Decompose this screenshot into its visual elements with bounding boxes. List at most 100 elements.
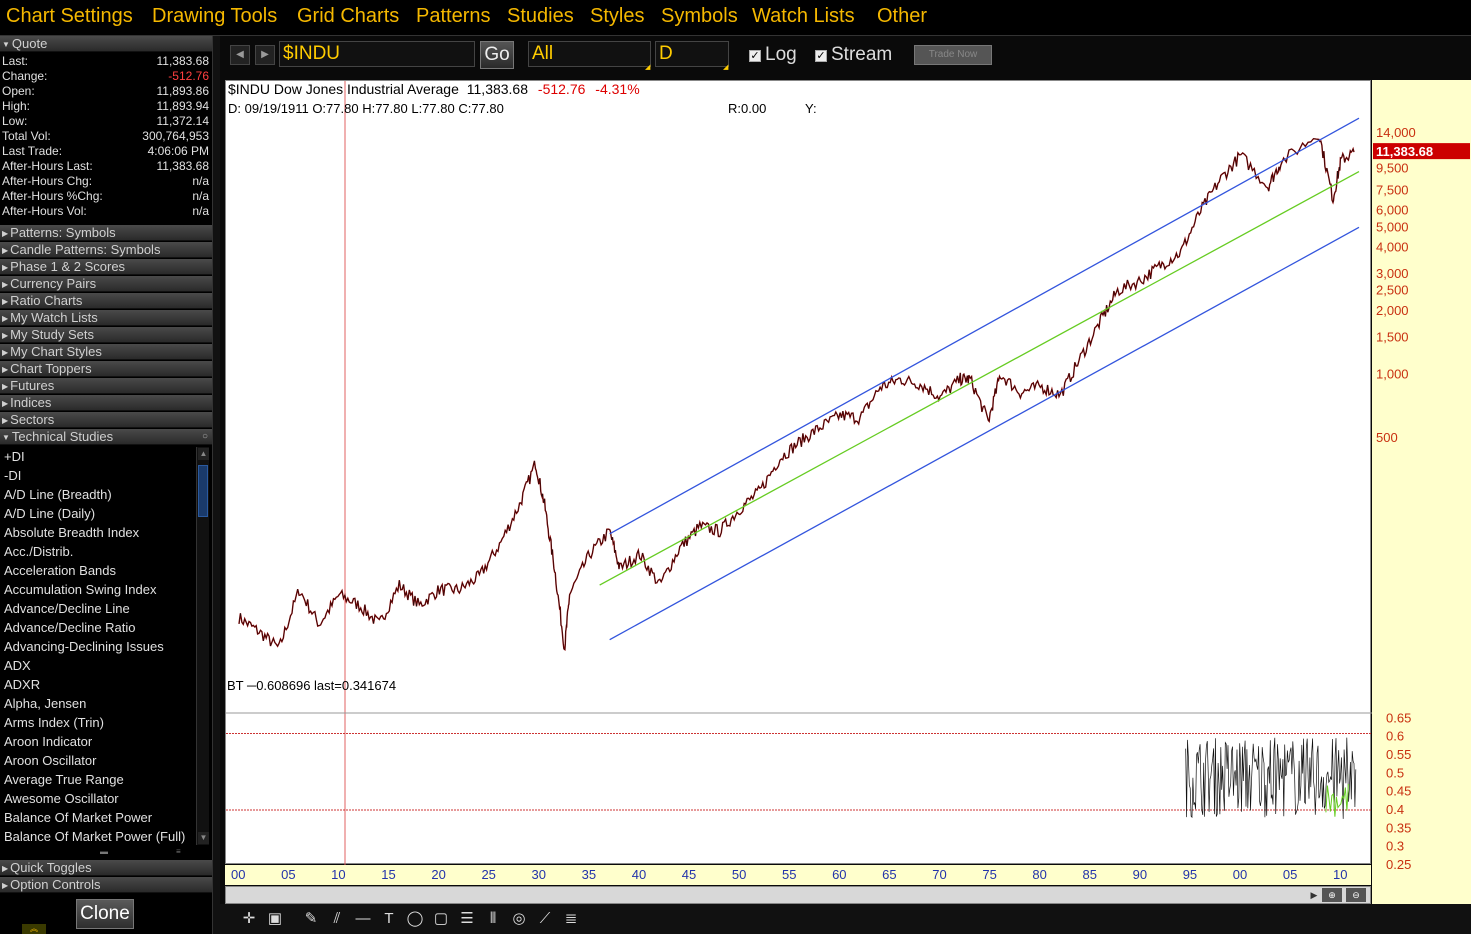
section-label: My Watch Lists: [10, 310, 98, 325]
section-currency-pairs[interactable]: ▶ Currency Pairs: [0, 276, 212, 292]
study-item[interactable]: +DI: [4, 449, 25, 464]
menu-item-drawing-tools[interactable]: Drawing Tools: [152, 5, 278, 27]
clone-button[interactable]: Clone: [76, 899, 134, 929]
technical-studies-header[interactable]: ▼ Technical Studies ○: [0, 429, 212, 445]
menu-item-chart-settings[interactable]: Chart Settings: [6, 5, 133, 27]
spiral-icon[interactable]: ◎: [512, 910, 526, 927]
section-candle-patterns-symbols[interactable]: ▶ Candle Patterns: Symbols: [0, 242, 212, 258]
scroll-right-icon[interactable]: ▶: [1310, 890, 1318, 900]
study-item[interactable]: Advance/Decline Line: [4, 601, 130, 616]
quote-label: After-Hours %Chg:: [2, 189, 103, 203]
sidebar-divider[interactable]: [212, 36, 220, 934]
fan-icon[interactable]: ⟋: [539, 910, 551, 927]
section-label: Quick Toggles: [10, 860, 92, 875]
menu-item-watch-lists[interactable]: Watch Lists: [752, 5, 855, 27]
go-button[interactable]: Go: [480, 41, 514, 69]
section-chart-toppers[interactable]: ▶ Chart Toppers: [0, 361, 212, 377]
rectangle-icon[interactable]: ▢: [433, 910, 449, 927]
crosshair-icon[interactable]: ✛: [242, 910, 256, 927]
section-my-study-sets[interactable]: ▶ My Study Sets: [0, 327, 212, 343]
section-my-watch-lists[interactable]: ▶ My Watch Lists: [0, 310, 212, 326]
stream-checkbox[interactable]: ✓ Stream: [815, 44, 893, 65]
last-price-label: 11,383.68: [1376, 144, 1433, 159]
chart-plot[interactable]: $INDU Dow Jones Industrial Average 11,38…: [225, 80, 1372, 865]
range-dropdown-icon[interactable]: ◢: [645, 64, 651, 71]
x-tick-label: 25: [481, 867, 495, 882]
forward-icon[interactable]: ▶: [255, 45, 275, 65]
section-option-controls[interactable]: ▶ Option Controls: [0, 877, 212, 893]
menu-item-patterns[interactable]: Patterns: [416, 5, 491, 27]
section-label: Option Controls: [10, 877, 101, 892]
menu-item-other[interactable]: Other: [877, 5, 928, 27]
study-item[interactable]: Acc./Distrib.: [4, 544, 74, 559]
menu-item-grid-charts[interactable]: Grid Charts: [297, 5, 400, 27]
lower-tick-label: 0.35: [1386, 820, 1411, 835]
studies-scrollbar[interactable]: ▲ ▼: [196, 447, 209, 845]
period-select[interactable]: D: [655, 41, 729, 67]
y-tick-label: 5,000: [1376, 219, 1409, 234]
section-patterns-symbols[interactable]: ▶ Patterns: Symbols: [0, 225, 212, 241]
x-tick-label: 40: [632, 867, 646, 882]
triangle-right-icon: ▶: [2, 229, 9, 238]
section-sectors[interactable]: ▶ Sectors: [0, 412, 212, 428]
section-phase-1-2-scores[interactable]: ▶ Phase 1 & 2 Scores: [0, 259, 212, 275]
study-item[interactable]: ADXR: [4, 677, 41, 692]
x-tick-label: 30: [532, 867, 546, 882]
section-label: My Chart Styles: [10, 344, 102, 359]
menu-item-symbols[interactable]: Symbols: [661, 5, 738, 27]
ellipse-icon[interactable]: ◯: [406, 910, 424, 927]
study-item[interactable]: ADX: [4, 658, 31, 673]
period-dropdown-icon[interactable]: ◢: [723, 64, 729, 71]
menu-item-studies[interactable]: Studies: [507, 5, 574, 27]
technical-studies-list: +DI -DI A/D Line (Breadth) A/D Line (Daily)…: [0, 447, 196, 847]
section-ratio-charts[interactable]: ▶ Ratio Charts: [0, 293, 212, 309]
section-indices[interactable]: ▶ Indices: [0, 395, 212, 411]
log-checkbox[interactable]: ✓ Log: [749, 44, 797, 65]
section-my-chart-styles[interactable]: ▶ My Chart Styles: [0, 344, 212, 360]
trade-now-button[interactable]: Trade Now: [914, 45, 992, 65]
study-item[interactable]: Advance/Decline Ratio: [4, 620, 136, 635]
zoom-in-icon[interactable]: ⊕: [1322, 888, 1342, 902]
study-item[interactable]: Alpha, Jensen: [4, 696, 87, 711]
horizontal-line-icon[interactable]: —: [355, 910, 371, 927]
scroll-down-icon[interactable]: ▼: [198, 832, 209, 844]
study-item[interactable]: Advancing-Declining Issues: [4, 639, 164, 654]
scroll-thumb[interactable]: [198, 465, 208, 517]
quote-header[interactable]: ▼ Quote: [0, 36, 212, 52]
cycle-lines-icon[interactable]: ⦀: [489, 910, 497, 927]
time-scrollbar[interactable]: ▶ ⊕ ⊖: [225, 886, 1371, 904]
study-item[interactable]: Balance Of Market Power: [4, 810, 153, 825]
section-quick-toggles[interactable]: ▶ Quick Toggles: [0, 860, 212, 876]
symbol-input[interactable]: $INDU: [279, 41, 475, 67]
back-icon[interactable]: ◀: [230, 45, 250, 65]
study-item[interactable]: Average True Range: [4, 772, 124, 787]
parallel-lines-icon[interactable]: ⫽: [333, 910, 341, 927]
quote-value: 300,764,953: [142, 129, 209, 143]
study-item[interactable]: Aroon Indicator: [4, 734, 93, 749]
study-item[interactable]: Balance Of Market Power (Full): [4, 829, 186, 844]
study-item[interactable]: Accumulation Swing Index: [4, 582, 157, 597]
y-axis[interactable]: 14,000 9,500 7,500 6,000 5,000 4,000 3,000 2,50…: [1372, 80, 1471, 906]
select-icon[interactable]: ▣: [267, 910, 283, 927]
study-item[interactable]: Absolute Breadth Index: [4, 525, 140, 540]
section-futures[interactable]: ▶ Futures: [0, 378, 212, 394]
list-icon[interactable]: ≣: [564, 910, 578, 927]
study-item[interactable]: A/D Line (Breadth): [4, 487, 112, 502]
study-item[interactable]: Acceleration Bands: [4, 563, 117, 578]
range-select[interactable]: All: [528, 41, 651, 67]
menu-item-styles[interactable]: Styles: [590, 5, 645, 27]
zoom-out-icon[interactable]: ⊖: [1346, 888, 1366, 902]
study-item[interactable]: -DI: [4, 468, 22, 483]
pencil-icon[interactable]: ✎: [304, 910, 318, 927]
menu-bar: Chart Settings Drawing Tools Grid Charts Pa…: [0, 0, 1471, 36]
study-item[interactable]: Awesome Oscillator: [4, 791, 119, 806]
fibonacci-icon[interactable]: ☰: [460, 910, 474, 927]
text-icon[interactable]: T: [384, 910, 394, 927]
study-item[interactable]: Aroon Oscillator: [4, 753, 97, 768]
study-item[interactable]: A/D Line (Daily): [4, 506, 96, 521]
collapse-icon[interactable]: ︽: [22, 924, 46, 934]
quote-row: Total Vol: 300,764,953: [2, 129, 209, 144]
scroll-up-icon[interactable]: ▲: [198, 448, 209, 460]
study-item[interactable]: Arms Index (Trin): [4, 715, 104, 730]
price-chart[interactable]: [226, 81, 1372, 865]
